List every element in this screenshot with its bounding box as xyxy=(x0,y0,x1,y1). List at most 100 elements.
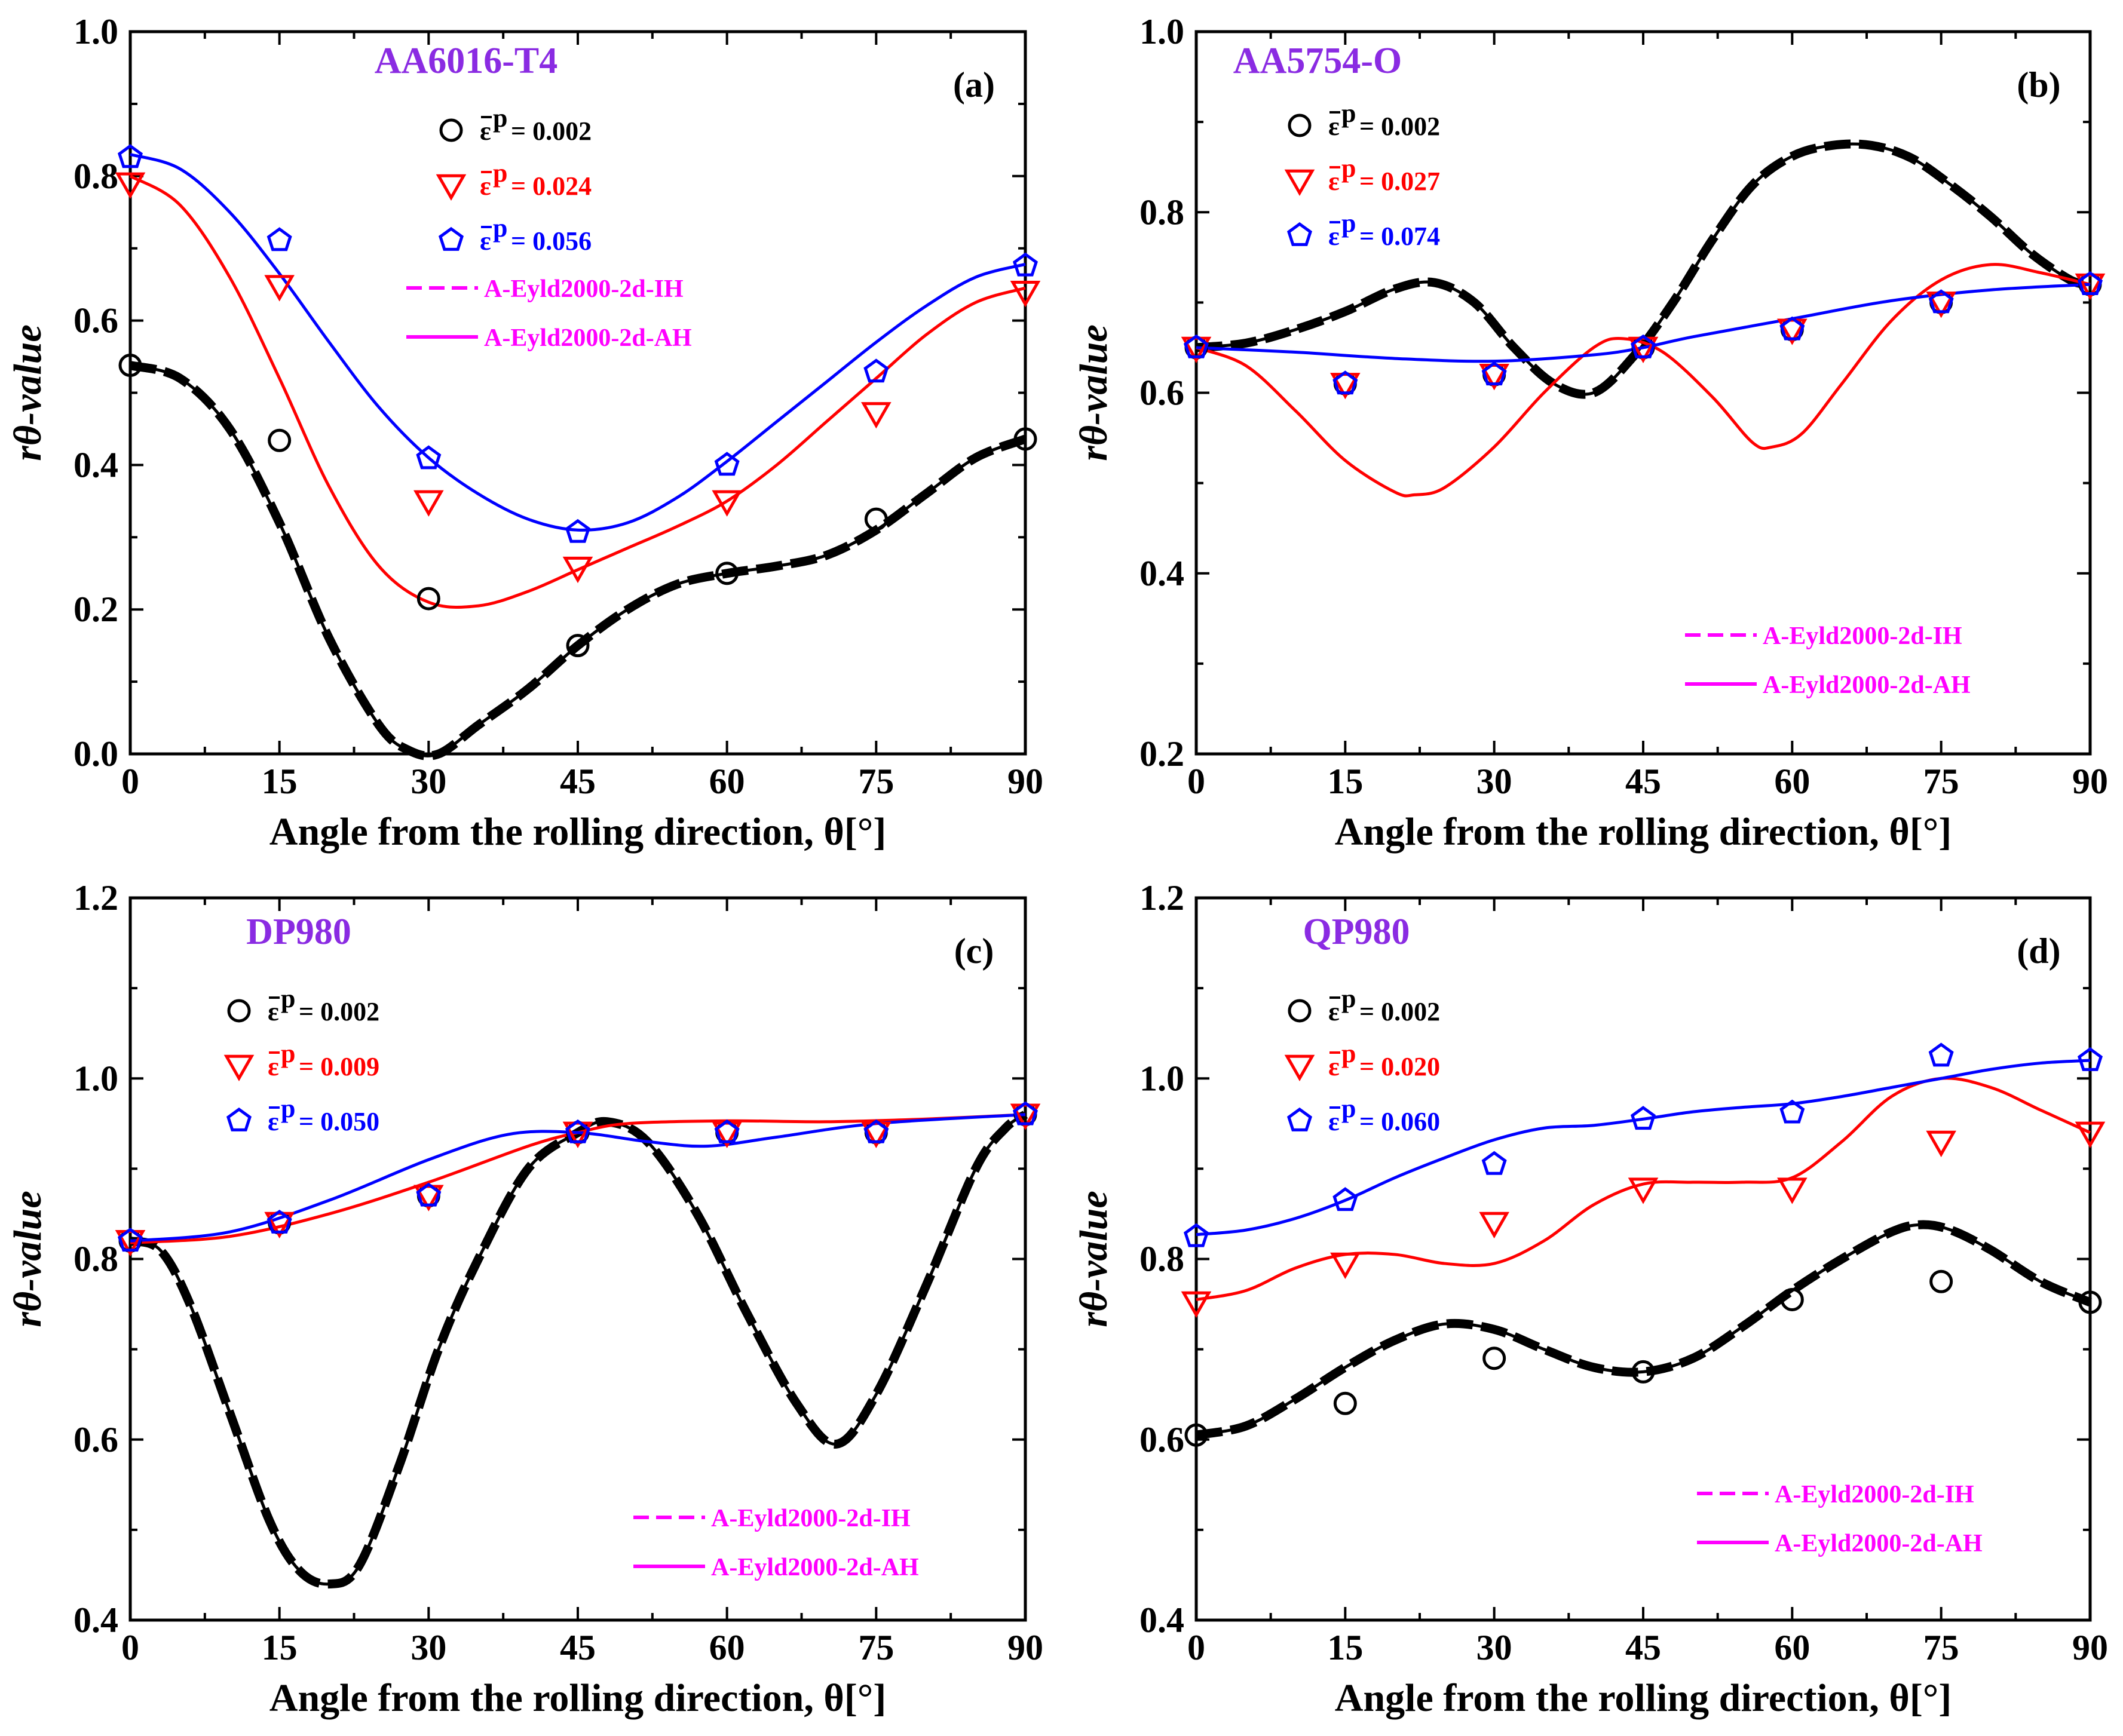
y-tick-label: 0.6 xyxy=(73,1420,118,1459)
y-tick-label: 0.4 xyxy=(73,1600,118,1640)
series-markers-1 xyxy=(1181,1121,2106,1318)
y-tick-label: 0.8 xyxy=(73,1240,118,1279)
y-axis-title: rθ-value xyxy=(6,1191,50,1327)
legend-marker xyxy=(227,999,251,1023)
series-markers-2 xyxy=(1183,271,2103,395)
legend-marker xyxy=(223,1054,255,1082)
material-title: AA5754-O xyxy=(1233,41,1402,81)
data-point xyxy=(1630,1106,1656,1130)
data-point xyxy=(861,402,892,429)
legend-entry-1: ε p = 0.027 xyxy=(1284,154,1440,197)
legend-epsilon: ε xyxy=(1328,222,1340,251)
x-tick-label: 90 xyxy=(2072,762,2108,801)
series-2 xyxy=(1196,1059,2091,1237)
data-point xyxy=(1333,1391,1357,1415)
panel-label: (c) xyxy=(954,931,994,971)
series-markers-0 xyxy=(1184,1269,2102,1447)
data-point xyxy=(1013,427,1037,451)
ah-curve xyxy=(130,1113,1026,1243)
legend-superscript: p xyxy=(493,158,507,188)
model-legend-label: A-Eyld2000-2d-AH xyxy=(1763,671,1971,699)
y-tick-label: 1.0 xyxy=(73,1059,118,1098)
y-tick-label: 0.8 xyxy=(1139,1240,1184,1279)
data-point xyxy=(268,428,292,452)
series-0 xyxy=(129,361,1027,760)
legend-label: = 0.002 xyxy=(511,116,592,146)
legend-label: = 0.002 xyxy=(299,997,379,1026)
y-axis-title: rθ-value xyxy=(6,324,50,461)
x-tick-label: 60 xyxy=(1774,1628,1810,1667)
legend-label: = 0.020 xyxy=(1359,1052,1440,1081)
data-point xyxy=(413,490,444,517)
legend-superscript: p xyxy=(493,103,507,133)
model-legend-label: A-Eyld2000-2d-IH xyxy=(1763,622,1962,650)
x-tick-label: 45 xyxy=(1625,762,1661,801)
model-legend-label: A-Eyld2000-2d-AH xyxy=(1775,1530,1983,1557)
model-legend-entry-1: A-Eyld2000-2d-AH xyxy=(406,324,692,352)
chart-panel-b: 0 15 30 45 60 75 90 0.2 0.4 0.6 0.8 1.0 Angle from t… xyxy=(1072,12,2108,854)
data-point xyxy=(1184,1423,1208,1447)
ih-curve xyxy=(1195,1220,2092,1440)
legend-marker xyxy=(1288,114,1312,137)
legend-label: = 0.050 xyxy=(299,1107,379,1136)
data-point xyxy=(714,1119,740,1143)
data-point xyxy=(1183,334,1209,358)
panel-label: (d) xyxy=(2017,931,2060,971)
legend-epsilon: ε xyxy=(480,226,491,256)
legend-marker xyxy=(438,226,464,251)
model-legend-label: A-Eyld2000-2d-AH xyxy=(484,324,692,352)
data-point xyxy=(712,490,742,517)
data-point xyxy=(1481,1151,1507,1175)
legend-label: = 0.002 xyxy=(1359,997,1440,1026)
data-point xyxy=(1010,1103,1041,1130)
data-point xyxy=(1779,1099,1805,1124)
legend-superscript: p xyxy=(281,984,295,1013)
legend-label: = 0.027 xyxy=(1359,167,1440,196)
data-point xyxy=(115,172,146,199)
material-title: DP980 xyxy=(246,912,351,952)
y-tick-label: 1.2 xyxy=(73,878,118,918)
data-point xyxy=(1928,289,1954,314)
data-point xyxy=(864,507,888,531)
legend-superscript: p xyxy=(1341,1094,1356,1123)
ah-curve xyxy=(1196,1059,2091,1237)
y-tick-label: 0.2 xyxy=(1139,734,1184,774)
legend-label: = 0.024 xyxy=(511,171,592,201)
data-point xyxy=(1181,1291,1212,1318)
y-tick-label: 0.4 xyxy=(1139,554,1184,593)
material-title: QP980 xyxy=(1303,912,1410,952)
data-point xyxy=(2078,1290,2102,1314)
data-point xyxy=(565,519,591,543)
legend-epsilon: ε xyxy=(268,997,279,1026)
legend-marker xyxy=(226,1107,252,1131)
y-axis-title: rθ-value xyxy=(1072,324,1116,461)
legend-entry-0: ε p = 0.002 xyxy=(1288,99,1440,141)
legend-label: = 0.002 xyxy=(1359,112,1440,141)
legend-superscript: p xyxy=(281,1039,295,1068)
data-point xyxy=(416,445,442,470)
model-legend-entry-0: A-Eyld2000-2d-IH xyxy=(406,275,684,303)
x-tick-label: 60 xyxy=(709,762,745,801)
y-axis-title: rθ-value xyxy=(1072,1191,1116,1327)
legend-epsilon: ε xyxy=(268,1107,279,1136)
legend-marker xyxy=(439,118,463,142)
data-point xyxy=(1332,370,1358,395)
data-point xyxy=(565,1119,591,1143)
x-tick-label: 30 xyxy=(1476,1628,1512,1667)
series-markers-2 xyxy=(1183,1042,2103,1247)
legend-entry-2: ε p = 0.056 xyxy=(438,213,592,256)
x-tick-label: 45 xyxy=(1625,1628,1661,1667)
data-point xyxy=(1482,1347,1506,1370)
series-2 xyxy=(1196,283,2091,363)
x-tick-label: 15 xyxy=(262,762,298,801)
data-point xyxy=(1330,1252,1361,1280)
panel-label: (b) xyxy=(2017,65,2060,105)
model-legend-entry-0: A-Eyld2000-2d-IH xyxy=(1697,1481,1974,1508)
legend-marker xyxy=(436,174,467,201)
ih-curve xyxy=(128,1111,1028,1589)
y-tick-label: 1.0 xyxy=(73,12,118,51)
series-1 xyxy=(1196,263,2091,498)
x-tick-label: 0 xyxy=(1187,762,1205,801)
legend-superscript: p xyxy=(1341,984,1356,1013)
